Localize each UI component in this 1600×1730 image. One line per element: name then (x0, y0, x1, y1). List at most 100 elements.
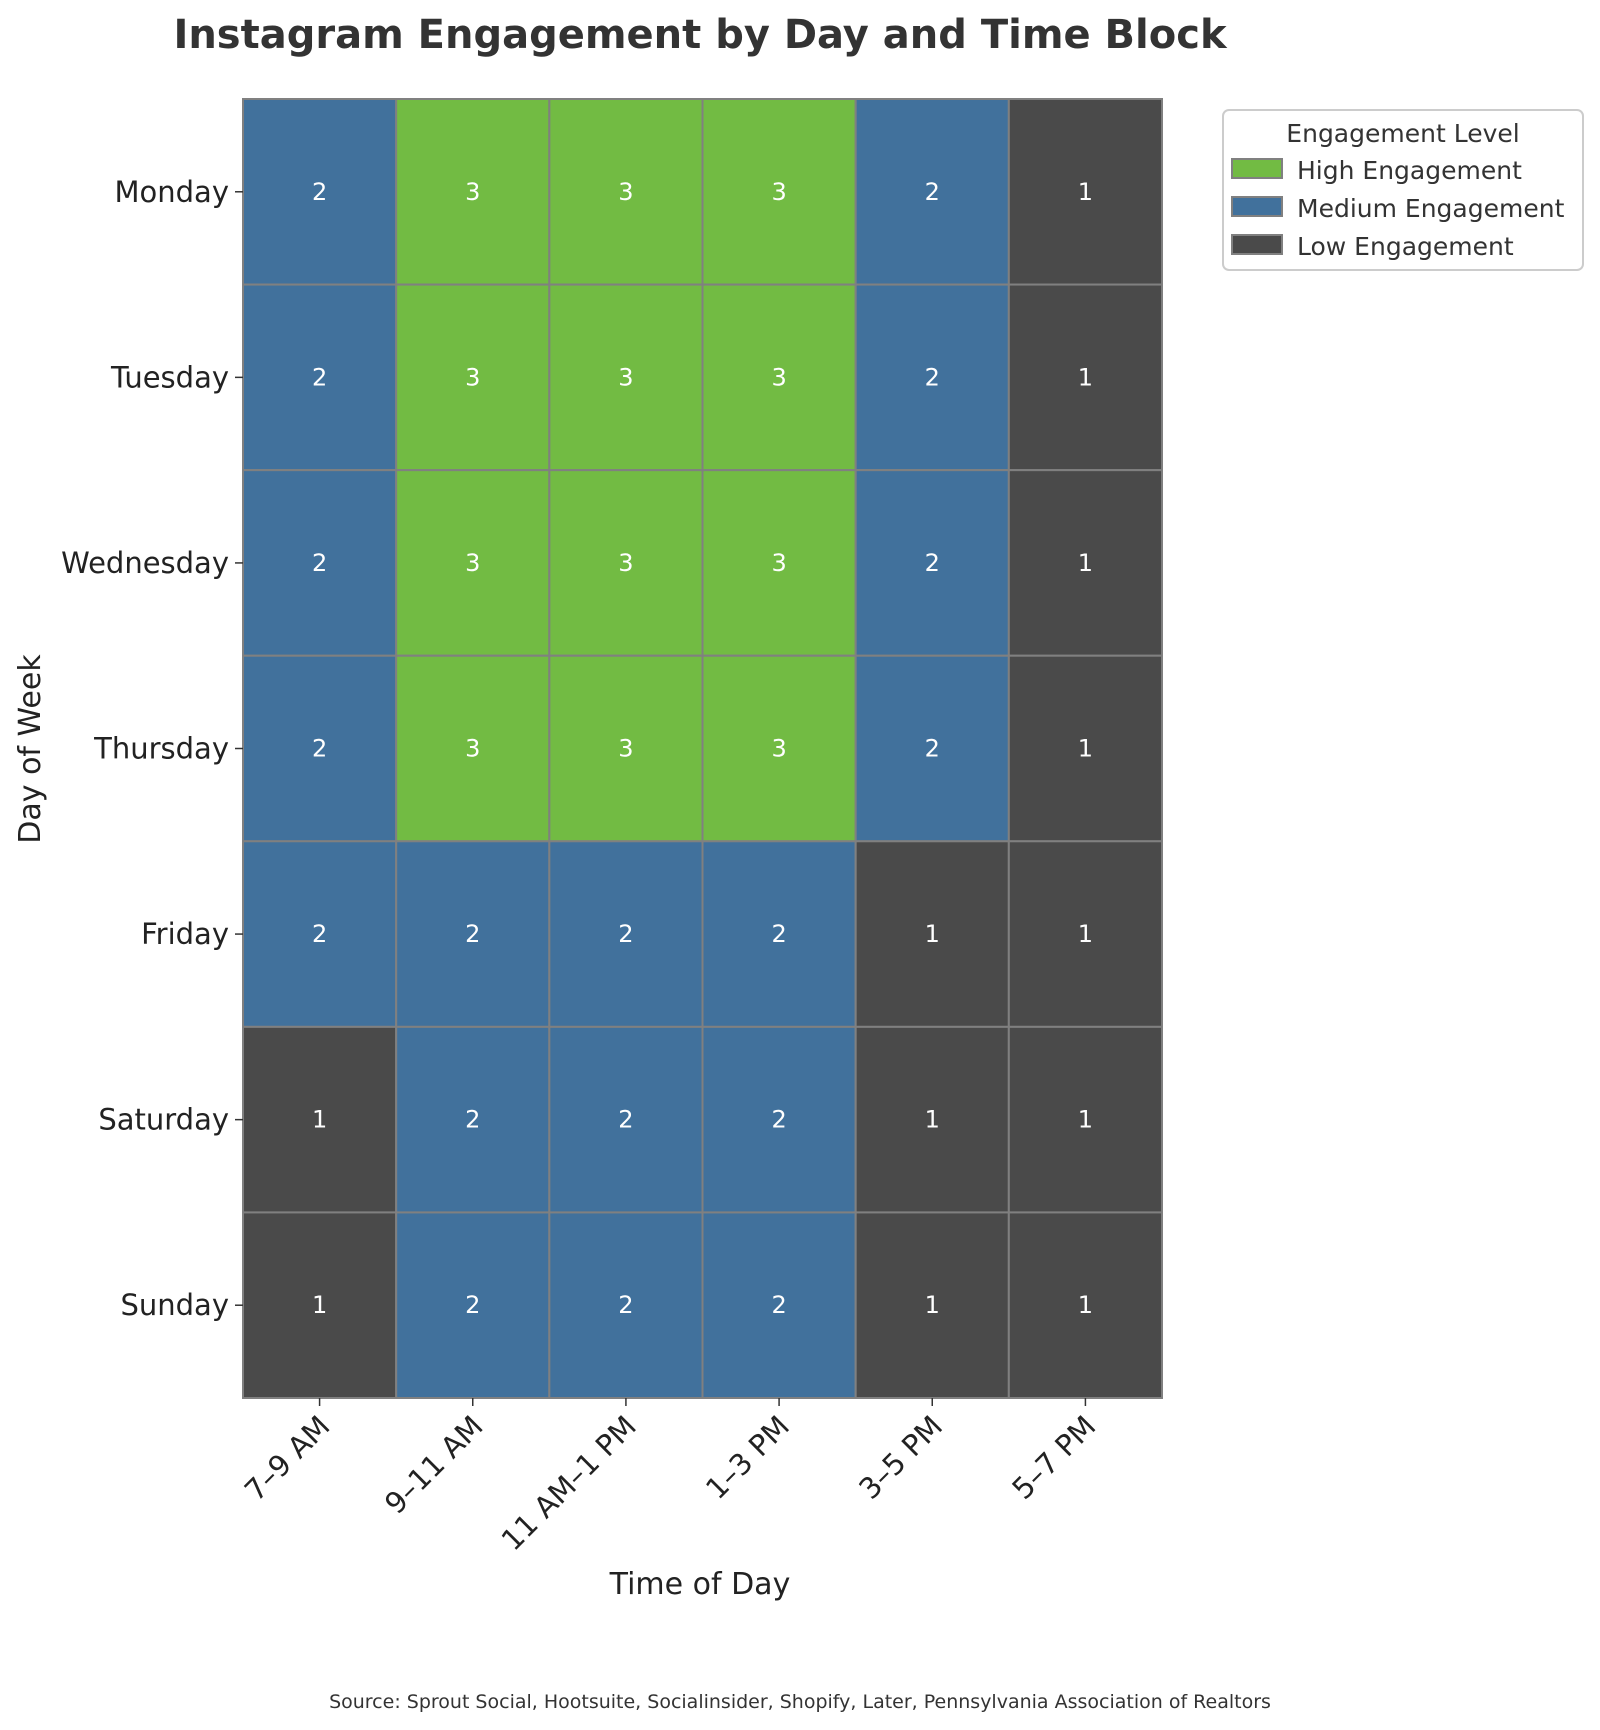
cell-value-label: 2 (312, 178, 327, 206)
cell-value-label: 3 (771, 735, 786, 763)
x-tick-labels: 7–9 AM 9–11 AM 11 AM–1 PM 1–3 PM 3–5 PM 5–7 P… (238, 1409, 1102, 1557)
y-tick-labels: Monday Tuesday Wednesday Thursday Friday Satu… (61, 175, 229, 1322)
heatmap-cell (854, 98, 1010, 286)
cell-value-label: 2 (312, 920, 327, 948)
legend-title: Engagement Level (1286, 119, 1519, 148)
cell-value-label: 1 (312, 1291, 327, 1319)
y-tick-label: Tuesday (110, 360, 229, 394)
heatmap-cell (242, 1025, 398, 1214)
cell-value-label: 2 (925, 549, 940, 577)
heatmap-cell (701, 98, 857, 286)
cell-value-label: 1 (925, 1106, 940, 1134)
cell-value-label: 3 (771, 178, 786, 206)
cell-value-label: 2 (312, 549, 327, 577)
legend-entry-label: Medium Engagement (1297, 194, 1565, 223)
heatmap-cell (395, 98, 551, 286)
heatmap-cell (1007, 283, 1163, 472)
x-tick-label: 7–9 AM (238, 1409, 337, 1508)
cell-value-label: 2 (925, 363, 940, 391)
heatmap-cell (701, 283, 857, 472)
y-tick-label: Monday (115, 175, 230, 209)
x-tick-label: 11 AM–1 PM (495, 1409, 643, 1557)
cell-value-label: 2 (465, 1291, 480, 1319)
heatmap-cell (1007, 840, 1163, 1028)
chart-title: Instagram Engagement by Day and Time Blo… (173, 12, 1228, 58)
cell-value-label: 1 (1078, 549, 1093, 577)
heatmap-cell (701, 1211, 857, 1400)
heatmap-cells: 2 3 3 3 2 1 2 3 3 3 2 1 2 3 3 3 2 1 2 3 3 3 2 1 2 2 2 2 1 1 1 2 2 2 1 1 1 2 2 2… (242, 98, 1163, 1400)
cell-value-label: 2 (618, 1106, 633, 1134)
heatmap-cell (395, 469, 551, 657)
heatmap-cell (242, 469, 398, 657)
cell-value-label: 1 (1078, 363, 1093, 391)
cell-value-label: 1 (925, 1291, 940, 1319)
heatmap-cell (395, 1211, 551, 1400)
legend-swatch (1231, 158, 1283, 179)
x-tick-label: 1–3 PM (699, 1409, 796, 1506)
cell-value-label: 3 (618, 363, 633, 391)
cell-value-label: 2 (925, 735, 940, 763)
cell-value-label: 2 (771, 920, 786, 948)
cell-value-label: 3 (465, 549, 480, 577)
cell-value-label: 3 (618, 549, 633, 577)
cell-value-label: 3 (618, 735, 633, 763)
x-axis-label: Time of Day (609, 1567, 791, 1602)
y-axis-label: Day of Week (13, 654, 48, 844)
heatmap-cell (548, 654, 704, 843)
heatmap-cell (395, 283, 551, 472)
heatmap-cell (701, 654, 857, 843)
heatmap-cell (854, 654, 1010, 843)
cell-value-label: 2 (618, 920, 633, 948)
heatmap-cell (1007, 469, 1163, 657)
heatmap-cell (1007, 654, 1163, 843)
cell-value-label: 1 (1078, 920, 1093, 948)
cell-value-label: 1 (1078, 735, 1093, 763)
x-tick-label: 5–7 PM (1005, 1409, 1102, 1506)
heatmap-cell (242, 654, 398, 843)
cell-value-label: 2 (771, 1106, 786, 1134)
cell-value-label: 2 (312, 363, 327, 391)
y-tick-label: Saturday (98, 1103, 229, 1137)
heatmap-cell (1007, 1025, 1163, 1214)
heatmap-cell (701, 840, 857, 1028)
cell-value-label: 1 (1078, 1106, 1093, 1134)
y-tick-label: Friday (141, 917, 229, 951)
legend-entry-label: Low Engagement (1297, 232, 1514, 261)
cell-value-label: 3 (771, 549, 786, 577)
cell-value-label: 2 (312, 735, 327, 763)
legend-entries: High Engagement Medium Engagement Low Enga… (1231, 156, 1565, 261)
cell-value-label: 1 (925, 920, 940, 948)
heatmap-cell (242, 98, 398, 286)
cell-value-label: 3 (465, 363, 480, 391)
cell-value-label: 2 (925, 178, 940, 206)
heatmap-cell (242, 1211, 398, 1400)
cell-value-label: 3 (618, 178, 633, 206)
legend: Engagement Level High Engagement Medium E… (1222, 109, 1584, 271)
cell-value-label: 1 (312, 1106, 327, 1134)
x-tick-label: 3–5 PM (852, 1409, 949, 1506)
cell-value-label: 2 (771, 1291, 786, 1319)
heatmap-cell (548, 840, 704, 1028)
heatmap-cell (1007, 98, 1163, 286)
heatmap-cell (854, 469, 1010, 657)
cell-value-label: 1 (1078, 1291, 1093, 1319)
x-tick-label: 9–11 AM (378, 1409, 490, 1521)
y-tick-label: Thursday (93, 732, 229, 766)
heatmap-cell (1007, 1211, 1163, 1400)
cell-value-label: 2 (618, 1291, 633, 1319)
cell-value-label: 2 (465, 920, 480, 948)
legend-entry-label: High Engagement (1297, 156, 1522, 185)
axis-ticks (235, 191, 1087, 1406)
heatmap-cell (548, 1211, 704, 1400)
heatmap-cell (701, 469, 857, 657)
heatmap-cell (854, 840, 1010, 1028)
cell-value-label: 2 (465, 1106, 480, 1134)
source-note: Source: Sprout Social, Hootsuite, Social… (329, 1691, 1271, 1713)
legend-swatch (1231, 196, 1283, 217)
cell-value-label: 3 (465, 178, 480, 206)
legend-swatch (1231, 234, 1283, 255)
y-tick-label: Sunday (120, 1288, 229, 1322)
cell-value-label: 1 (1078, 178, 1093, 206)
cell-value-label: 3 (465, 735, 480, 763)
